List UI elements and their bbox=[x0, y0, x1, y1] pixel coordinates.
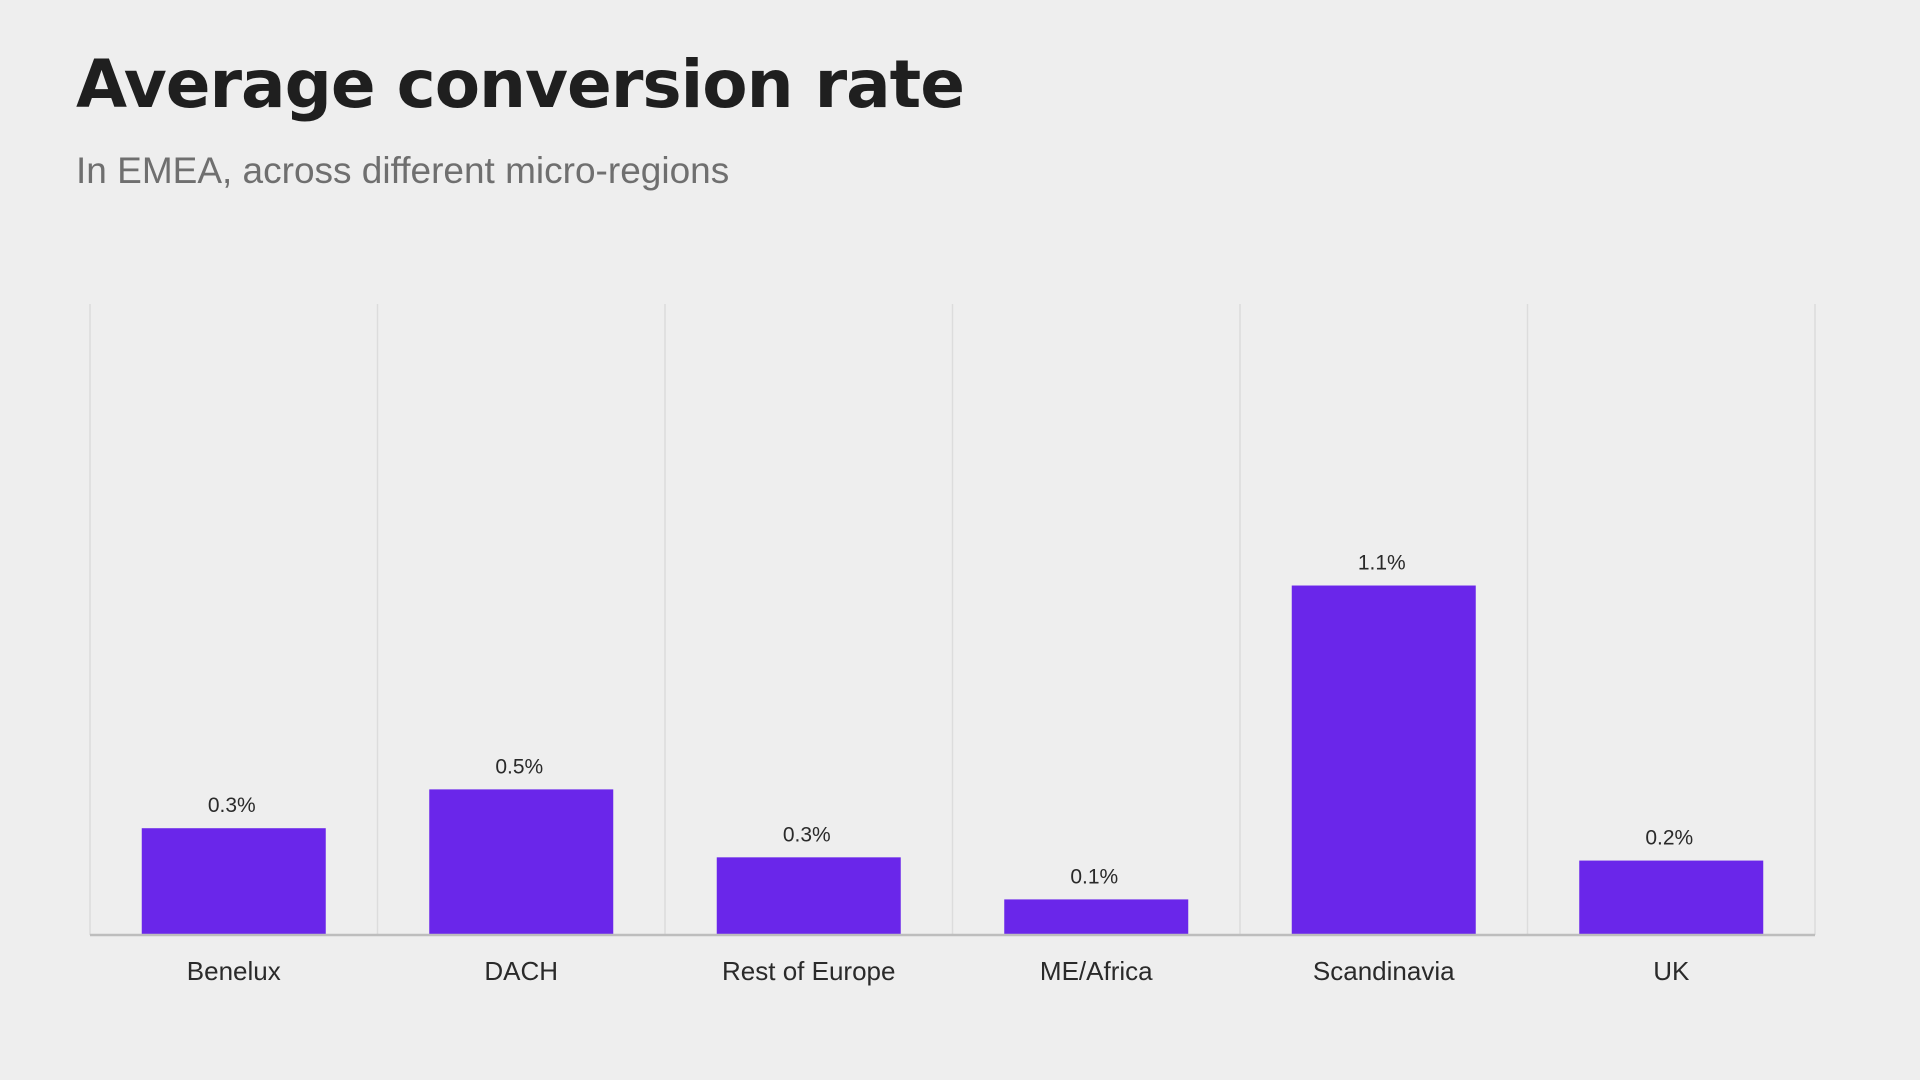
tick-label-me-africa: ME/Africa bbox=[1040, 956, 1153, 986]
bars bbox=[141, 585, 1764, 935]
tick-label-scandinavia: Scandinavia bbox=[1313, 956, 1455, 986]
bar-scandinavia bbox=[1291, 585, 1476, 935]
value-labels: 0.3% 0.5% 0.3% 0.1% 1.1% 0.2% bbox=[208, 552, 1693, 889]
bar-me-africa bbox=[1004, 899, 1189, 935]
value-label-scandinavia: 1.1% bbox=[1358, 552, 1406, 575]
tick-label-dach: DACH bbox=[484, 956, 558, 986]
bar-dach bbox=[429, 789, 614, 935]
tick-label-uk: UK bbox=[1653, 956, 1690, 986]
tick-label-rest-of-europe: Rest of Europe bbox=[722, 956, 895, 986]
value-label-me-africa: 0.1% bbox=[1070, 865, 1118, 888]
x-axis-tick-labels: Benelux DACH Rest of Europe ME/Africa Scandi… bbox=[187, 956, 1690, 986]
bar-benelux bbox=[141, 828, 326, 935]
value-label-uk: 0.2% bbox=[1645, 827, 1693, 850]
bar-rest-of-europe bbox=[716, 857, 901, 935]
chart-title: Average conversion rate bbox=[76, 46, 965, 123]
value-label-benelux: 0.3% bbox=[208, 794, 256, 817]
tick-label-benelux: Benelux bbox=[187, 956, 281, 986]
value-label-rest-of-europe: 0.3% bbox=[783, 823, 831, 846]
bar-uk bbox=[1579, 860, 1764, 935]
chart-subtitle: In EMEA, across different micro-regions bbox=[76, 150, 730, 191]
gridlines bbox=[89, 304, 1816, 935]
value-label-dach: 0.5% bbox=[495, 755, 543, 778]
